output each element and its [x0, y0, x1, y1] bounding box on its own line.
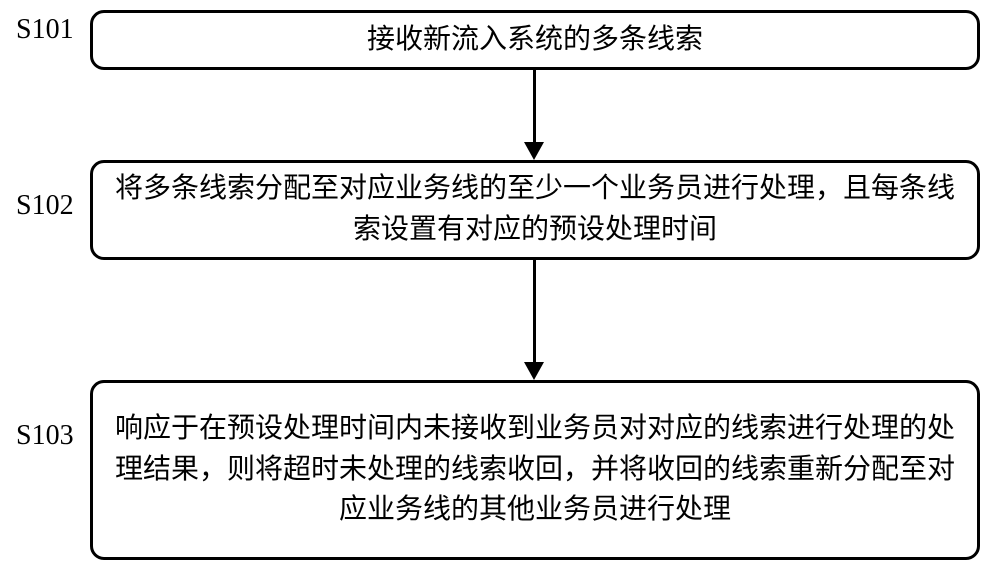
arrow-2-line	[533, 260, 536, 362]
flowchart-canvas: S101 接收新流入系统的多条线索 S102 将多条线索分配至对应业务线的至少一…	[0, 0, 1000, 574]
step-text-s101: 接收新流入系统的多条线索	[367, 20, 703, 61]
arrow-1-line	[533, 70, 536, 142]
step-text-s102: 将多条线索分配至对应业务线的至少一个业务员进行处理，且每条线索设置有对应的预设处…	[113, 169, 957, 250]
step-text-s103: 响应于在预设处理时间内未接收到业务员对对应的线索进行处理的处理结果，则将超时未处…	[113, 409, 957, 531]
step-label-s102: S102	[16, 190, 74, 222]
arrow-2-head	[524, 362, 544, 380]
step-label-s103: S103	[16, 420, 74, 452]
arrow-1-head	[524, 142, 544, 160]
step-box-s103: 响应于在预设处理时间内未接收到业务员对对应的线索进行处理的处理结果，则将超时未处…	[90, 380, 980, 560]
step-box-s101: 接收新流入系统的多条线索	[90, 10, 980, 70]
step-box-s102: 将多条线索分配至对应业务线的至少一个业务员进行处理，且每条线索设置有对应的预设处…	[90, 160, 980, 260]
step-label-s101: S101	[16, 14, 74, 46]
